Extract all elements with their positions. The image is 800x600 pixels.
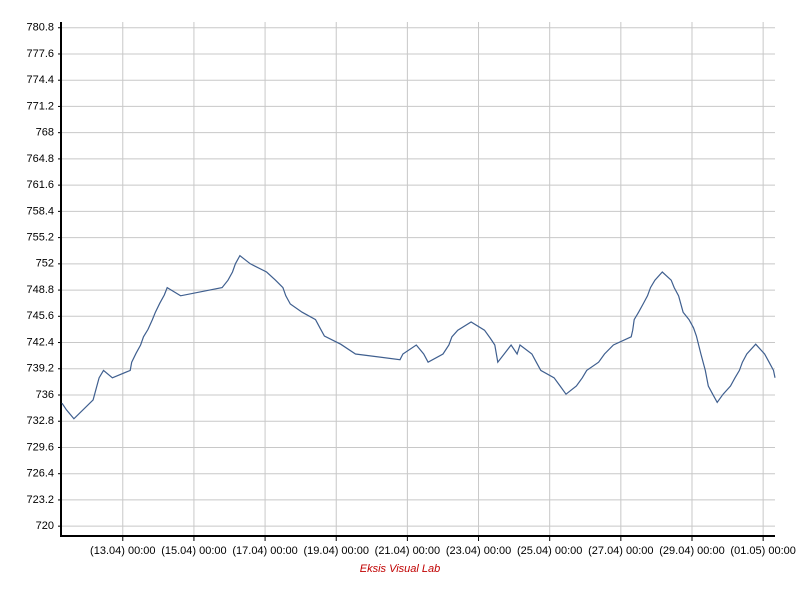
- x-tick-label: (13.04) 00:00: [90, 545, 155, 557]
- y-tick-label: 780.8: [26, 22, 54, 34]
- y-tick-label: 752: [36, 258, 54, 270]
- x-tick-label: (29.04) 00:00: [659, 545, 724, 557]
- y-tick-label: 742.4: [26, 336, 54, 348]
- x-tick-label: (21.04) 00:00: [375, 545, 440, 557]
- x-tick-label: (25.04) 00:00: [517, 545, 582, 557]
- data-line: [61, 254, 776, 420]
- y-tick-label: 736: [36, 389, 54, 401]
- x-tick-label: (01.05) 00:00: [730, 545, 795, 557]
- y-tick-label: 732.8: [26, 415, 54, 427]
- y-tick-label: 748.8: [26, 284, 54, 296]
- y-tick-label: 774.4: [26, 74, 54, 86]
- y-tick-label: 761.6: [26, 179, 54, 191]
- y-tick-label: 771.2: [26, 100, 54, 112]
- footer: Eksis Visual Lab: [360, 563, 441, 575]
- y-tick-label: 726.4: [26, 468, 54, 480]
- x-tick-label: (27.04) 00:00: [588, 545, 653, 557]
- y-tick-label: 755.2: [26, 232, 54, 244]
- x-tick-label: (23.04) 00:00: [446, 545, 511, 557]
- x-tick-label: (17.04) 00:00: [232, 545, 297, 557]
- y-tick-label: 768: [36, 127, 54, 139]
- y-tick-label: 720: [36, 520, 54, 532]
- y-tick-label: 777.6: [26, 48, 54, 60]
- y-tick-label: 729.6: [26, 441, 54, 453]
- x-tick-label: (15.04) 00:00: [161, 545, 226, 557]
- y-tick-label: 723.2: [26, 494, 54, 506]
- y-tick-label: 758.4: [26, 205, 54, 217]
- y-tick-label: 745.6: [26, 310, 54, 322]
- y-tick-label: 764.8: [26, 153, 54, 165]
- y-tick-label: 739.2: [26, 363, 54, 375]
- x-tick-label: (19.04) 00:00: [304, 545, 369, 557]
